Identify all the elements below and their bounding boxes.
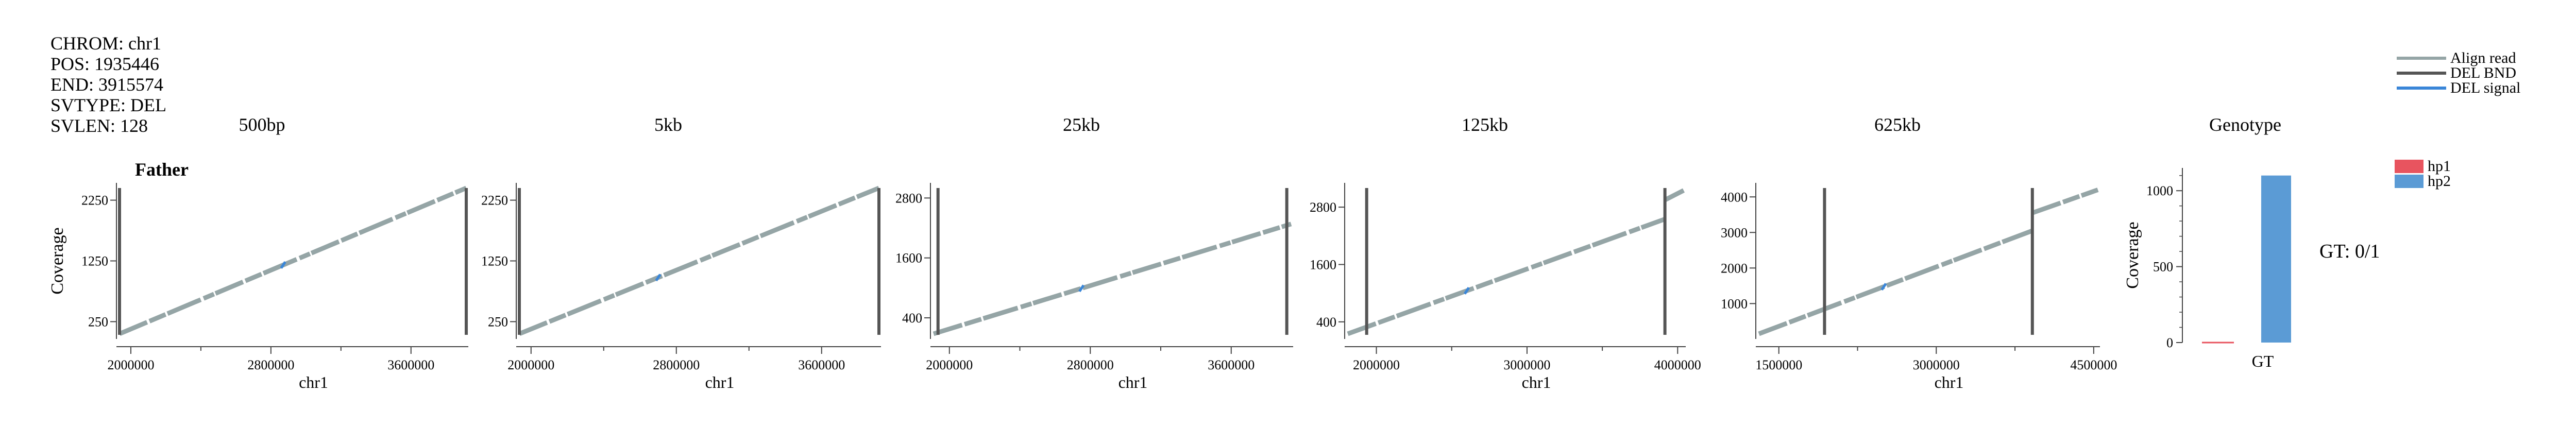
legend-item-hp2: hp2 [2395,172,2451,190]
panel-title-1: 500bp [239,114,285,135]
y-tick-label: 4000 [1721,190,1748,205]
legend-swatch-del-bnd [2397,71,2446,75]
svtype-text: SVTYPE: DEL [50,95,166,115]
legend-label-hp1: hp1 [2428,157,2451,175]
y-tick-label: 400 [1316,315,1336,330]
x-axis-label: chr1 [1118,373,1148,391]
legend-label-hp2: hp2 [2428,172,2451,190]
genotype-annotation: GT: 0/1 [2319,241,2380,262]
pos-text: POS: 1935446 [50,54,160,74]
panel-1 [110,183,468,354]
y-axis-label-genotype: Coverage [2123,222,2142,288]
x-tick-label: 3600000 [798,357,845,372]
x-tick-label: 2800000 [247,357,294,372]
genotype-bar-hp1 [2202,342,2234,344]
legend-item-align-read: Align read [2397,50,2520,65]
y-tick-label: 1600 [895,251,922,266]
y-tick-label: 0 [2166,335,2173,350]
chrom-text: CHROM: chr1 [50,33,161,54]
x-tick-label: 3000000 [1503,357,1550,372]
y-tick-label: 1000 [2146,183,2173,198]
y-axis-label: Coverage [48,227,67,294]
y-tick-label: 500 [2153,260,2173,275]
legend-item-del-bnd: DEL BND [2397,65,2520,80]
y-tick-label: 2800 [895,191,922,206]
legend-item-del-signal: DEL signal [2397,80,2520,95]
del-signal-mark [280,261,286,269]
end-text: END: 3915574 [50,74,163,95]
x-tick-label: 3600000 [387,357,434,372]
x-axis-label: chr1 [1522,373,1551,391]
x-tick-label: 3000000 [1913,357,1960,372]
panel-2 [510,183,881,354]
sample-label: Father [135,159,189,180]
x-tick-label: 3600000 [1208,357,1255,372]
del-signal-mark [1078,284,1085,293]
legend-swatch-hp2 [2395,174,2424,188]
y-tick-label: 250 [488,314,508,329]
legend-label-del-signal: DEL signal [2450,79,2521,96]
x-tick-label: 4500000 [2070,357,2117,372]
align-read-line [1347,217,1666,336]
y-tick-label: 1000 [1721,296,1748,311]
x-tick-label: 2800000 [1067,357,1114,372]
panel-title-4: 125kb [1462,114,1508,135]
panel-title-2: 5kb [654,114,682,135]
x-tick-label: 2800000 [653,357,700,372]
panel-title-genotype: Genotype [2209,114,2281,135]
align-read-line [518,185,880,336]
genotype-panel [2176,168,2291,344]
del-signal-mark [655,274,662,282]
legend-label-align-read: Align read [2450,49,2516,66]
del-signal-mark [1463,287,1470,295]
y-tick-label: 400 [902,311,922,326]
y-tick-label: 2250 [481,193,508,208]
x-axis-label-genotype: GT [2252,352,2274,370]
y-tick-label: 250 [88,314,108,329]
y-tick-label: 2000 [1721,261,1748,276]
x-axis-label: chr1 [705,373,735,391]
y-tick-label: 1600 [1310,257,1336,272]
panel-4 [1338,183,1686,354]
x-tick-label: 2000000 [926,357,973,372]
del-signal-mark [1880,283,1887,291]
x-tick-label: 2000000 [1353,357,1400,372]
panel-3 [924,183,1293,354]
y-tick-label: 2250 [81,193,108,208]
y-tick-label: 2800 [1310,200,1336,215]
signal-legend: Align read DEL BND DEL signal [2397,50,2520,95]
x-tick-label: 1500000 [1755,357,1802,372]
x-tick-label: 2000000 [507,357,554,372]
svlen-text: SVLEN: 128 [50,115,148,136]
y-tick-label: 3000 [1721,225,1748,240]
align-read-line [2031,188,2099,215]
legend-item-hp1: hp1 [2395,157,2451,175]
legend-swatch-del-signal [2397,86,2446,90]
align-read-line [1664,188,1685,202]
legend-label-del-bnd: DEL BND [2450,64,2517,81]
x-tick-label: 2000000 [107,357,154,372]
genotype-bar-hp2 [2261,175,2291,343]
align-read-line [1758,228,2033,336]
x-axis-label: chr1 [1935,373,1964,391]
x-tick-label: 4000000 [1654,357,1701,372]
panel-title-5: 625kb [1874,114,1921,135]
legend-swatch-hp1 [2395,159,2424,173]
align-read-line [118,185,467,336]
align-read-line [933,222,1292,336]
panel-5 [1750,183,2100,354]
panel-title-3: 25kb [1063,114,1100,135]
x-axis-label: chr1 [299,373,328,391]
y-tick-label: 1250 [481,254,508,269]
legend-swatch-align-read [2397,56,2446,60]
genotype-legend: hp1 hp2 [2395,157,2451,190]
y-tick-label: 1250 [81,254,108,269]
variant-info: CHROM: chr1 POS: 1935446 END: 3915574 SV… [50,33,166,136]
